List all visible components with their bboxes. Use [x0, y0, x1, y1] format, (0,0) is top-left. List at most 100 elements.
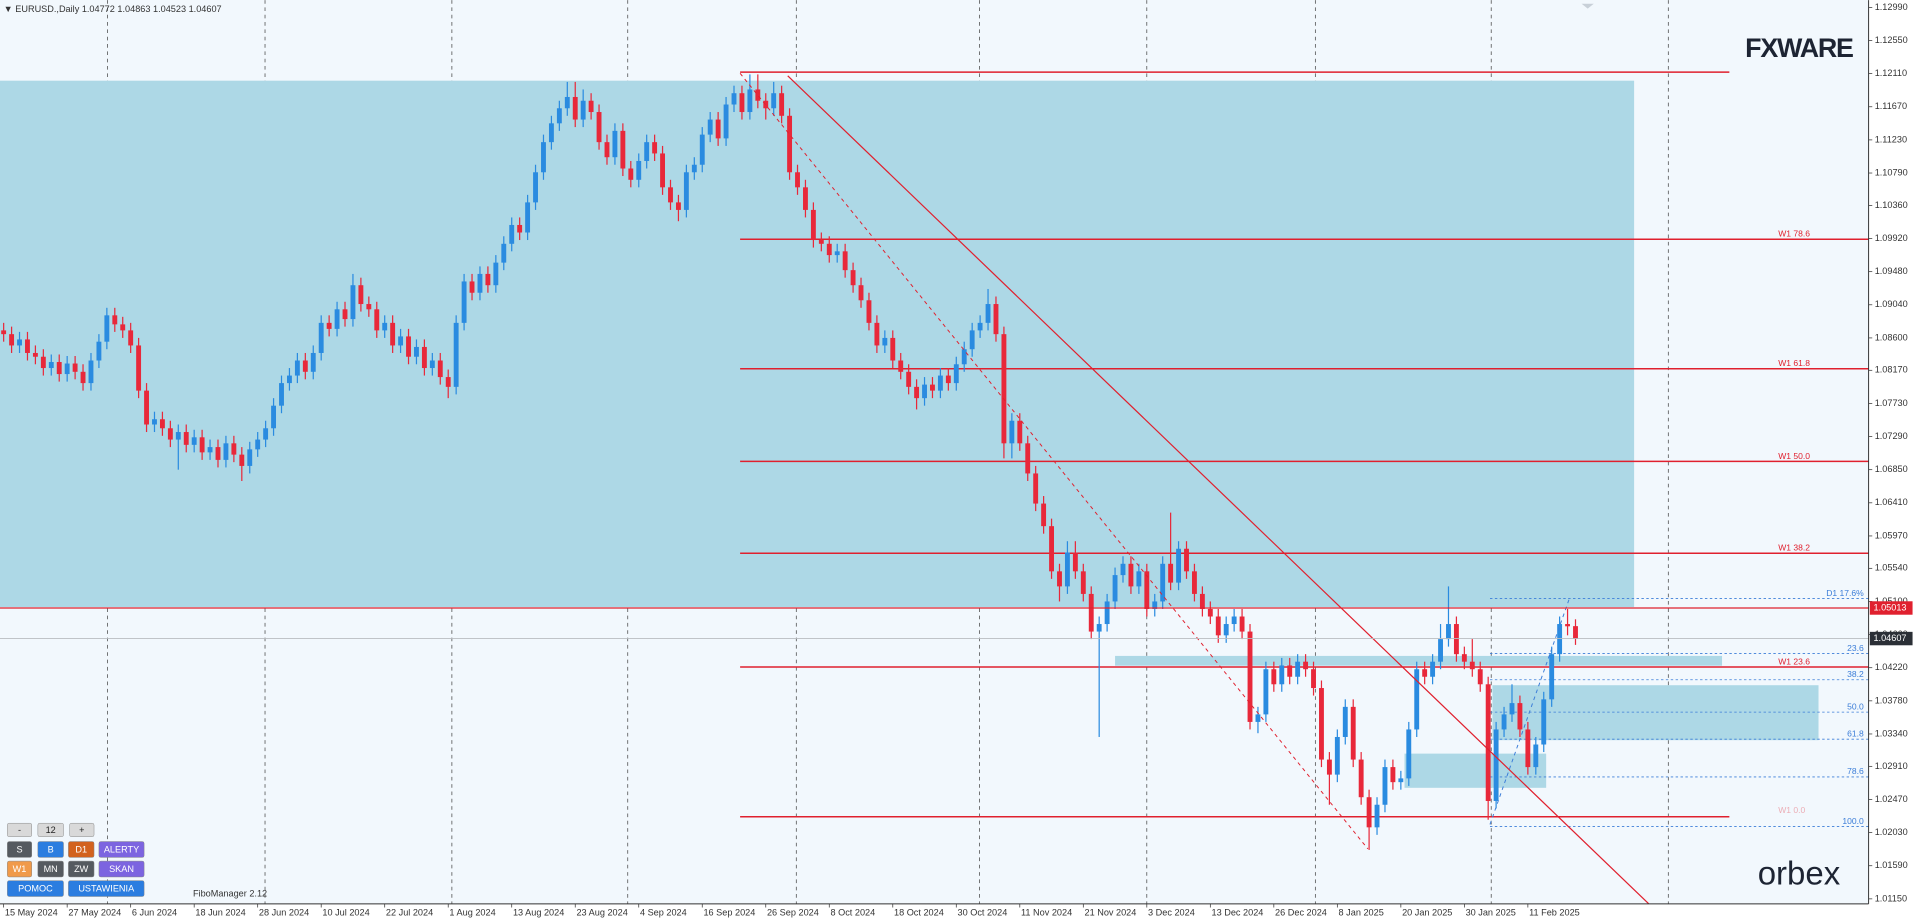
toolbar-button-label[interactable]: ZW	[74, 864, 89, 874]
y-tick-label: 1.05970	[1875, 530, 1908, 540]
fib-d1-label: 38.2	[1847, 669, 1864, 679]
toolbar-button[interactable]	[37, 841, 64, 858]
candle-body	[159, 419, 165, 429]
fib-w1-label: W1 38.2	[1778, 543, 1810, 553]
candle-body	[1128, 563, 1134, 587]
candle-body	[1303, 661, 1309, 670]
candle-body	[128, 330, 134, 346]
candle-body	[1319, 688, 1324, 760]
toolbar-button-label[interactable]: ALERTY	[104, 845, 139, 855]
toolbar-button[interactable]	[37, 860, 64, 878]
candle-body	[1025, 443, 1031, 474]
toolbar-button[interactable]	[98, 860, 145, 878]
toolbar-button-label[interactable]: B	[48, 845, 54, 855]
toolbar-button[interactable]	[7, 880, 64, 897]
candle-body	[977, 322, 983, 331]
candle-body	[80, 371, 86, 384]
candle-body	[175, 432, 181, 440]
toolbar-button-label[interactable]: 12	[46, 825, 56, 835]
candle-body	[1271, 669, 1277, 685]
toolbar-button[interactable]	[68, 880, 145, 897]
candle-body	[660, 153, 665, 188]
fib-w1-label: W1 78.6	[1778, 229, 1810, 239]
toolbar-button-label[interactable]: POMOC	[18, 884, 53, 894]
fib-w1-label: W1 23.6	[1778, 656, 1810, 666]
toolbar-button-label[interactable]: W1	[13, 864, 27, 874]
candle-body	[1279, 665, 1285, 685]
candle-body	[1350, 706, 1356, 760]
candle-body	[255, 439, 261, 450]
fib-w1-label: W1 50.0	[1778, 451, 1810, 461]
chart-header: ▼ EURUSD.,Daily 1.04772 1.04863 1.04523 …	[4, 4, 222, 14]
toolbar-button-label[interactable]: S	[16, 845, 22, 855]
toolbar-button-label[interactable]: +	[79, 825, 84, 835]
toolbar-button-label[interactable]: SKAN	[109, 864, 134, 874]
candle-body	[1469, 661, 1475, 670]
y-tick-label: 1.05100	[1875, 596, 1908, 606]
candle-body	[866, 300, 872, 323]
toolbar-button-label[interactable]: MN	[44, 864, 58, 874]
open-value: 1.04772	[82, 4, 115, 14]
candle-body	[1080, 571, 1086, 594]
fib-d1-label: 23.6	[1847, 643, 1864, 653]
candle-body	[668, 187, 673, 203]
y-tick-label: 1.07290	[1875, 431, 1908, 441]
fib-w1-label: W1 0.0	[1778, 805, 1805, 815]
candle-body	[167, 428, 173, 440]
toolbar-button-label[interactable]: -	[18, 825, 21, 835]
toolbar-button[interactable]	[68, 841, 95, 858]
x-tick-label: 26 Sep 2024	[767, 907, 819, 917]
candle-body	[1144, 571, 1150, 609]
x-tick-label: 22 Jul 2024	[386, 907, 433, 917]
candle-body	[1287, 665, 1293, 677]
candle-body	[850, 270, 856, 286]
candle-body	[691, 164, 697, 173]
y-tick-label: 1.09480	[1875, 266, 1908, 276]
toolbar-button[interactable]	[68, 860, 95, 878]
candle-body	[1517, 703, 1523, 730]
toolbar-button[interactable]	[37, 822, 64, 837]
candle-body	[1215, 616, 1221, 636]
candle-body	[1430, 661, 1436, 677]
toolbar-button[interactable]	[98, 841, 145, 858]
fib-levels: W1 78.6 W1 61.8 W1 50.0 W1 38.2 W1 23.6 W1 0.…	[740, 229, 1869, 828]
candle-body	[1001, 334, 1007, 444]
y-tick-label: 1.12550	[1875, 35, 1908, 45]
candle-body	[1509, 703, 1515, 715]
zone	[1492, 685, 1819, 741]
candle-body	[1049, 526, 1054, 572]
x-tick-label: 27 May 2024	[68, 907, 121, 917]
candle-body	[1255, 714, 1261, 722]
toolbar-button[interactable]	[7, 841, 32, 858]
toolbar-button[interactable]	[7, 822, 32, 837]
candle-body	[922, 384, 927, 399]
candle-body	[247, 449, 253, 466]
x-tick-label: 1 Aug 2024	[449, 907, 495, 917]
fib-d1-label: 61.8	[1847, 729, 1864, 739]
toolbar-button-label[interactable]: USTAWIENIA	[78, 884, 135, 894]
candle-body	[302, 360, 308, 372]
candle-body	[17, 339, 22, 346]
candle-body	[40, 356, 46, 369]
candle-body	[1438, 639, 1443, 662]
y-tick-label: 1.11230	[1875, 134, 1907, 144]
candles	[1, 74, 1578, 850]
candle-body	[1207, 608, 1213, 617]
candle-body	[564, 96, 570, 109]
candle-body	[652, 142, 658, 154]
candle-body	[1374, 804, 1380, 828]
candle-body	[1366, 797, 1372, 828]
y-tick-label: 1.07730	[1875, 398, 1908, 408]
candle-body	[56, 362, 62, 375]
candle-body	[1358, 759, 1364, 798]
fxware-logo: FXWARE	[1745, 33, 1853, 63]
y-tick-label: 1.02030	[1875, 827, 1908, 837]
axes: 1.12990 1.12550 1.12110 1.11670 1.11230 1.107…	[3, 2, 1908, 917]
toolbar-button[interactable]	[7, 860, 32, 878]
low-value: 1.04523	[153, 4, 186, 14]
candle-body	[541, 142, 546, 173]
toolbar-button-label[interactable]: D1	[75, 845, 87, 855]
candle-body	[707, 119, 713, 135]
toolbar-button[interactable]	[69, 822, 95, 837]
candle-body	[795, 172, 800, 188]
